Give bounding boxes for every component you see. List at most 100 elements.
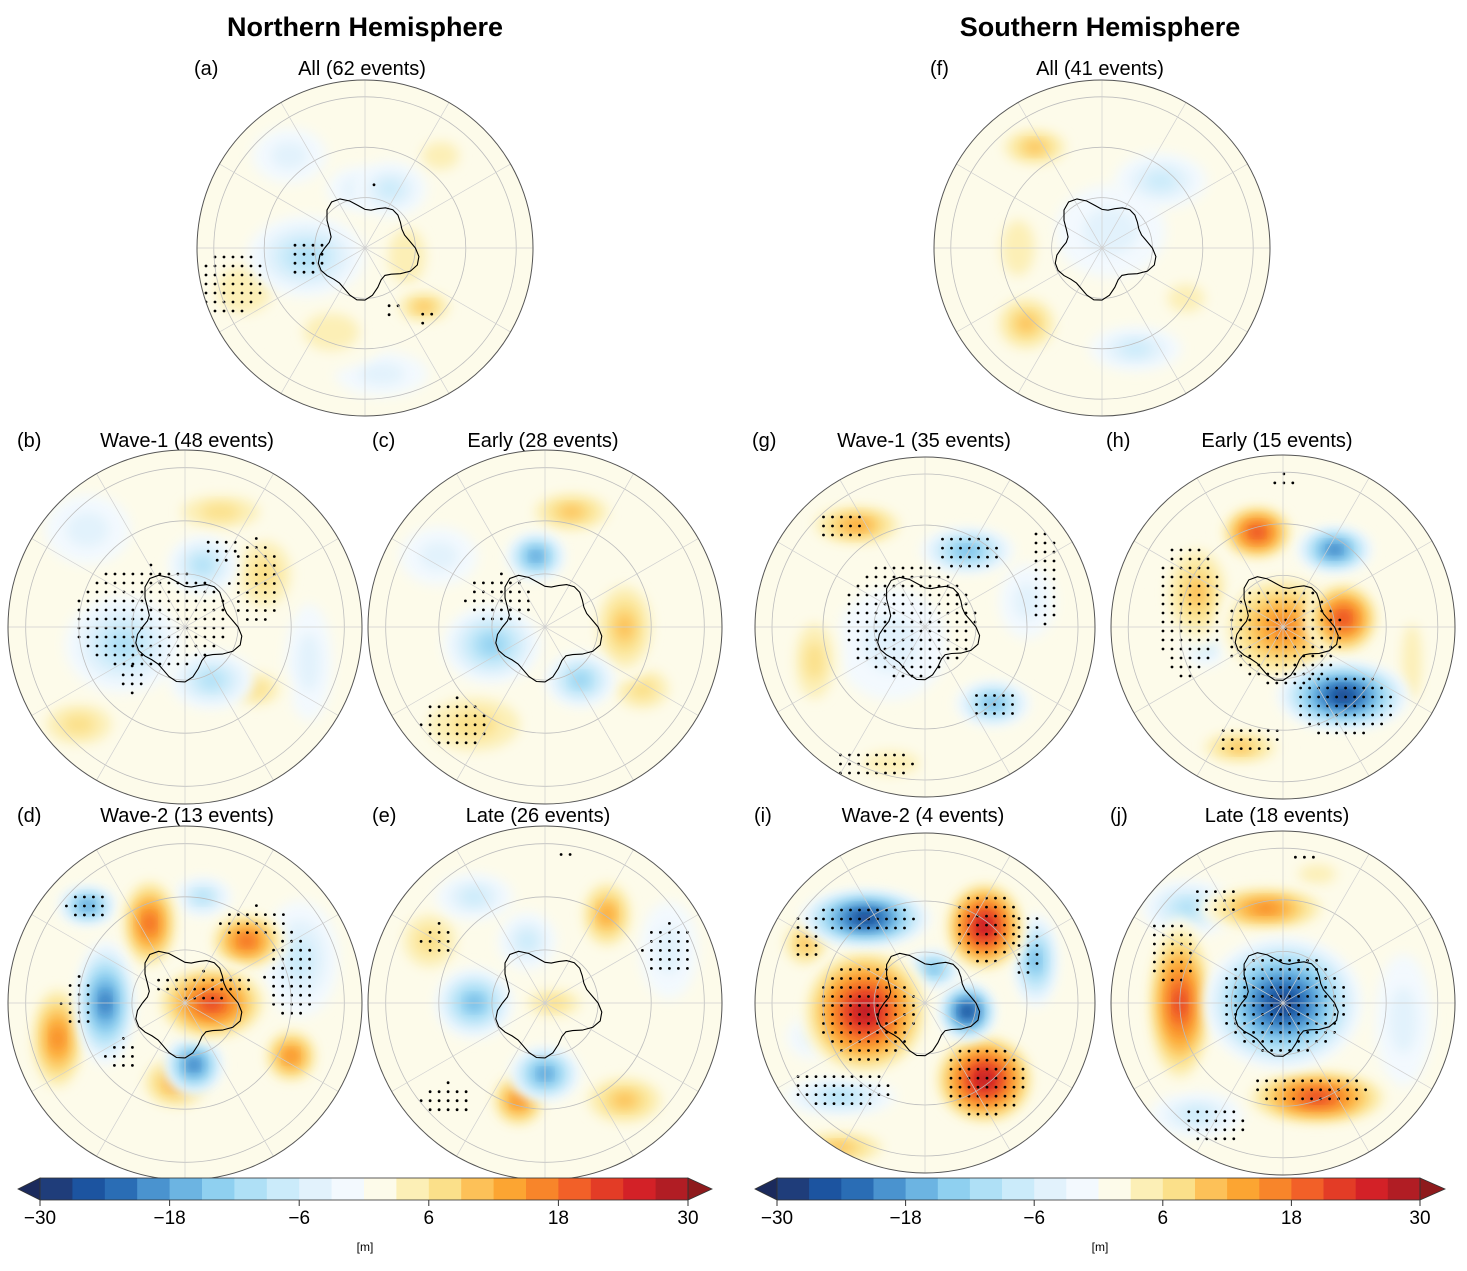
significance-dot: [1270, 1049, 1273, 1052]
anomaly-contour: [388, 228, 426, 285]
significance-dot: [984, 712, 987, 715]
significance-dot: [958, 1085, 962, 1089]
significance-dot: [831, 986, 834, 989]
significance-dot: [1344, 713, 1347, 717]
significance-dot: [101, 913, 104, 917]
significance-dot: [509, 590, 512, 594]
significance-dot: [1035, 944, 1039, 947]
significance-dot: [1311, 627, 1315, 631]
significance-dot: [1338, 627, 1342, 631]
significance-dot: [113, 644, 117, 648]
significance-dot: [1362, 713, 1365, 717]
significance-dot: [473, 581, 476, 585]
significance-dot: [245, 564, 249, 567]
coastline: [1234, 952, 1339, 1057]
significance-dot: [856, 602, 860, 606]
significance-dot: [464, 1108, 468, 1112]
significance-dot: [822, 917, 825, 921]
significance-dot: [1248, 672, 1252, 676]
significance-dot: [1206, 620, 1210, 624]
significance-dot: [867, 977, 870, 980]
significance-dot: [254, 546, 258, 549]
map-panel-j: [1110, 830, 1456, 1176]
significance-dot: [668, 949, 671, 952]
significance-dot: [946, 575, 950, 579]
significance-dot: [1279, 968, 1282, 971]
significance-dot: [976, 896, 979, 900]
significance-dot: [1034, 613, 1038, 617]
significance-dot: [919, 593, 923, 597]
significance-dot: [840, 1013, 843, 1016]
significance-dot: [1034, 550, 1038, 554]
anomaly-contour: [1176, 901, 1201, 916]
significance-dot: [1284, 609, 1288, 613]
significance-dot: [822, 1022, 825, 1025]
significance-dot: [994, 950, 997, 954]
significance-dot: [859, 1084, 863, 1087]
significance-dot: [955, 647, 959, 651]
significance-dot: [1188, 593, 1192, 597]
significance-dot: [185, 608, 189, 612]
significance-dot: [122, 1064, 125, 1067]
significance-dot: [894, 1031, 897, 1034]
significance-dot: [113, 572, 117, 576]
significance-dot: [831, 917, 834, 921]
significance-dot: [1215, 593, 1219, 597]
significance-dot: [1188, 566, 1192, 570]
significance-dot: [1306, 995, 1309, 998]
colorbar-bin: [1098, 1178, 1132, 1200]
significance-dot: [1171, 951, 1174, 955]
significance-dot: [1239, 609, 1243, 613]
significance-dot: [1003, 914, 1006, 918]
significance-dot: [227, 582, 231, 585]
significance-dot: [437, 714, 441, 718]
significance-dot: [1261, 1040, 1264, 1043]
colorbar-bin: [1195, 1178, 1228, 1200]
panel-title-c: Early (28 events): [467, 430, 619, 452]
significance-dot: [858, 1022, 861, 1025]
significance-dot: [1232, 890, 1235, 893]
significance-dot: [1043, 595, 1047, 599]
significance-dot: [903, 986, 906, 989]
map-border: [196, 79, 534, 417]
significance-dot: [1338, 618, 1342, 622]
significance-dot: [203, 581, 207, 585]
panel-label-c: (c): [372, 430, 396, 452]
significance-dot: [194, 581, 198, 585]
significance-dot: [1261, 977, 1264, 980]
significance-dot: [1299, 695, 1302, 699]
significance-dot: [1299, 686, 1302, 690]
significance-dot: [1153, 960, 1156, 964]
significance-dot: [1279, 1049, 1282, 1052]
meridian-line: [456, 849, 634, 1157]
significance-dot: [858, 524, 861, 528]
significance-dot: [1310, 1088, 1313, 1092]
panel-label-h: (h): [1106, 430, 1131, 452]
significance-dot: [949, 1076, 953, 1080]
significance-dot: [1034, 604, 1038, 608]
significance-dot: [937, 629, 941, 633]
significance-dot: [1284, 654, 1288, 658]
significance-dot: [74, 913, 77, 917]
anomaly-contour: [928, 965, 939, 973]
significance-dot: [1320, 645, 1324, 649]
significance-dot: [220, 978, 224, 982]
significance-dot: [1266, 738, 1270, 741]
significance-dot: [986, 564, 989, 568]
significance-dot: [1311, 636, 1315, 640]
significance-dot: [130, 691, 134, 695]
significance-dot: [1239, 618, 1243, 622]
significance-dot: [876, 1031, 879, 1034]
significance-dot: [865, 611, 869, 615]
panel-title-h: Early (15 events): [1201, 430, 1353, 452]
significance-dot: [206, 540, 210, 544]
significance-dot: [865, 620, 869, 624]
colorbar-bin: [169, 1178, 203, 1200]
significance-dot: [1188, 629, 1192, 633]
significance-dot: [985, 1085, 989, 1089]
significance-dot: [104, 590, 108, 594]
significance-dot: [901, 656, 905, 660]
significance-dot: [1317, 695, 1320, 699]
significance-dot: [1275, 591, 1279, 595]
significance-dot: [228, 913, 231, 916]
